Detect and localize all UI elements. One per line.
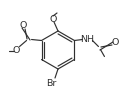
Text: O: O bbox=[20, 21, 27, 30]
Text: O: O bbox=[112, 38, 119, 47]
Text: NH: NH bbox=[80, 35, 94, 44]
Text: O: O bbox=[13, 46, 20, 55]
Text: Br: Br bbox=[46, 80, 56, 88]
Text: O: O bbox=[49, 14, 57, 24]
